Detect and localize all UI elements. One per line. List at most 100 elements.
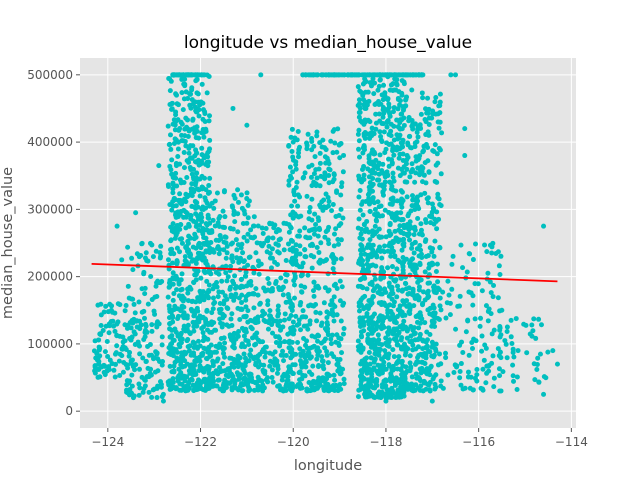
scatter-point [214, 383, 220, 389]
scatter-point [330, 150, 336, 156]
scatter-point [362, 129, 368, 135]
scatter-point [292, 295, 298, 301]
scatter-point [427, 387, 433, 393]
scatter-point [209, 310, 215, 316]
scatter-point [393, 375, 399, 381]
scatter-point [188, 364, 194, 370]
scatter-point [397, 259, 403, 265]
scatter-point [255, 316, 261, 322]
scatter-point [301, 174, 307, 180]
scatter-point [391, 354, 397, 360]
scatter-point [217, 300, 223, 306]
scatter-point [498, 332, 504, 338]
scatter-point [448, 72, 454, 78]
scatter-point [175, 72, 181, 78]
scatter-point [358, 118, 364, 124]
scatter-point [280, 348, 286, 354]
scatter-point [418, 383, 424, 389]
scatter-point [250, 264, 256, 270]
scatter-point [188, 306, 194, 312]
scatter-point [196, 107, 202, 113]
scatter-point [278, 275, 284, 281]
scatter-point [370, 314, 376, 320]
scatter-point [415, 216, 421, 222]
scatter-point [102, 349, 108, 355]
scatter-point [295, 192, 301, 198]
scatter-point [418, 227, 424, 233]
scatter-point [376, 341, 382, 347]
scatter-point [376, 177, 382, 183]
scatter-point [152, 311, 158, 317]
scatter-point [298, 362, 304, 368]
scatter-point [243, 329, 249, 335]
scatter-point [381, 186, 387, 192]
scatter-point [120, 343, 126, 349]
scatter-point [386, 101, 392, 107]
scatter-point [373, 120, 379, 126]
scatter-point [171, 337, 177, 343]
scatter-point [231, 338, 237, 344]
scatter-point [170, 190, 176, 196]
scatter-point [199, 130, 205, 136]
scatter-point [434, 226, 440, 232]
scatter-point [142, 315, 147, 321]
scatter-point [289, 203, 295, 209]
scatter-point [96, 361, 102, 367]
scatter-point [314, 175, 320, 181]
scatter-point [470, 293, 476, 299]
scatter-point [248, 282, 254, 288]
scatter-point [219, 278, 225, 284]
scatter-point [149, 322, 155, 328]
scatter-point [207, 250, 213, 255]
scatter-point [182, 358, 188, 364]
scatter-point [372, 223, 378, 229]
scatter-point [217, 341, 223, 347]
scatter-point [185, 262, 191, 268]
scatter-point [158, 243, 164, 249]
scatter-point [384, 140, 390, 146]
scatter-point [199, 173, 205, 179]
scatter-point [202, 119, 208, 125]
scatter-point [408, 324, 414, 330]
scatter-point [203, 384, 209, 390]
scatter-point [433, 348, 439, 354]
scatter-point [111, 367, 117, 373]
scatter-point [381, 324, 387, 330]
x-tick-label: −118 [369, 435, 402, 449]
scatter-point [244, 122, 250, 128]
scatter-point [309, 196, 315, 202]
scatter-point [373, 377, 379, 383]
scatter-point [267, 313, 273, 319]
scatter-point [139, 286, 145, 292]
scatter-point [397, 311, 403, 316]
scatter-point [359, 359, 365, 365]
scatter-point [223, 240, 229, 246]
scatter-point [358, 231, 364, 237]
scatter-point [383, 234, 389, 240]
scatter-point [357, 188, 363, 194]
scatter-point [276, 250, 282, 256]
scatter-point [324, 352, 330, 358]
scatter-point [181, 150, 187, 156]
scatter-point [508, 317, 514, 323]
scatter-point [314, 318, 320, 324]
scatter-point [171, 291, 177, 297]
scatter-point [358, 329, 364, 335]
scatter-point [422, 160, 428, 166]
scatter-point [413, 382, 419, 388]
scatter-point [129, 372, 135, 378]
scatter-point [270, 235, 276, 241]
scatter-point [204, 356, 210, 362]
scatter-point [435, 279, 441, 285]
scatter-point [394, 82, 400, 88]
scatter-point [356, 72, 362, 78]
scatter-point [396, 155, 402, 161]
scatter-point [201, 134, 207, 140]
scatter-point [358, 251, 364, 257]
scatter-point [399, 111, 405, 117]
scatter-point [491, 375, 497, 381]
scatter-point [165, 123, 171, 129]
scatter-point [182, 378, 188, 384]
scatter-point [385, 343, 391, 349]
scatter-point [437, 295, 443, 301]
